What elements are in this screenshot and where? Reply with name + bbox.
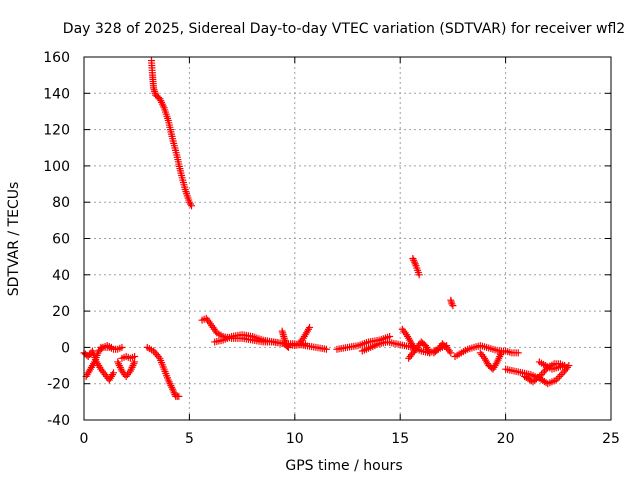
series [409,254,423,279]
y-tick-label: 80 [52,195,70,211]
series [447,296,457,310]
data-point [98,345,106,353]
data-point [514,349,522,357]
series [118,352,139,362]
series [405,338,434,362]
series [278,327,292,351]
data-point [175,392,183,400]
series [295,323,314,348]
data-point [411,345,419,353]
data-point [306,323,314,331]
data-point [447,349,455,357]
series [97,343,126,353]
data-point [301,340,309,348]
series [535,358,569,373]
y-axis-label: SDTVAR / TECUs [6,182,22,297]
y-tick-label: 20 [52,304,70,320]
plot-frame [83,56,612,421]
data-point [188,202,196,210]
series [147,57,196,210]
data-point [386,333,394,341]
x-tick-label: 5 [185,431,194,447]
data-points [80,57,573,400]
y-tick-label: 120 [43,123,70,139]
data-point [536,372,544,380]
x-tick-label: 10 [286,431,304,447]
data-point [322,345,330,353]
data-point [284,343,292,351]
series [476,349,505,373]
y-tick-label: -20 [47,377,70,393]
y-tick-label: 60 [52,232,70,248]
x-tick-label: 25 [602,431,620,447]
y-tick-label: 100 [43,159,70,175]
data-point [415,271,423,279]
chart-title: Day 328 of 2025, Sidereal Day-to-day VTE… [63,21,625,37]
y-tick-label: 140 [43,86,70,102]
x-tick-label: 15 [391,431,409,447]
data-point [110,369,118,377]
y-tick-label: 160 [43,50,70,66]
y-tick-label: 0 [61,340,70,356]
series [451,342,522,360]
data-point [118,343,126,351]
series [143,343,183,400]
x-tick-label: 0 [80,431,89,447]
series [398,325,419,353]
data-point [561,362,569,370]
x-tick-labels: 0 5 10 15 20 25 [80,431,620,447]
data-point [283,342,291,350]
data-point [497,349,505,357]
grid [84,57,611,420]
y-tick-label: 40 [52,268,70,284]
x-tick-label: 20 [497,431,515,447]
data-point [131,352,139,360]
data-point [449,302,457,310]
y-tick-labels: -40 -20 0 20 40 60 80 100 120 140 160 [43,50,70,429]
series [430,340,455,357]
x-axis-label: GPS time / hours [285,458,402,474]
y-tick-label: -40 [47,413,70,429]
series [114,358,139,380]
